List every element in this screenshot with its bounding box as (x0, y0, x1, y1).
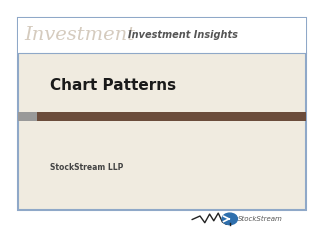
Bar (37, 112, 306, 121)
Bar (18, 112, 37, 121)
Text: StockStream: StockStream (238, 216, 283, 222)
Text: Chart Patterns: Chart Patterns (50, 78, 176, 93)
Bar (18, 18, 306, 210)
Text: Investment: Investment (24, 26, 135, 44)
Bar (18, 18, 306, 53)
Circle shape (222, 213, 237, 225)
Text: StockStream LLP: StockStream LLP (50, 163, 123, 173)
Text: Investment Insights: Investment Insights (128, 30, 238, 40)
